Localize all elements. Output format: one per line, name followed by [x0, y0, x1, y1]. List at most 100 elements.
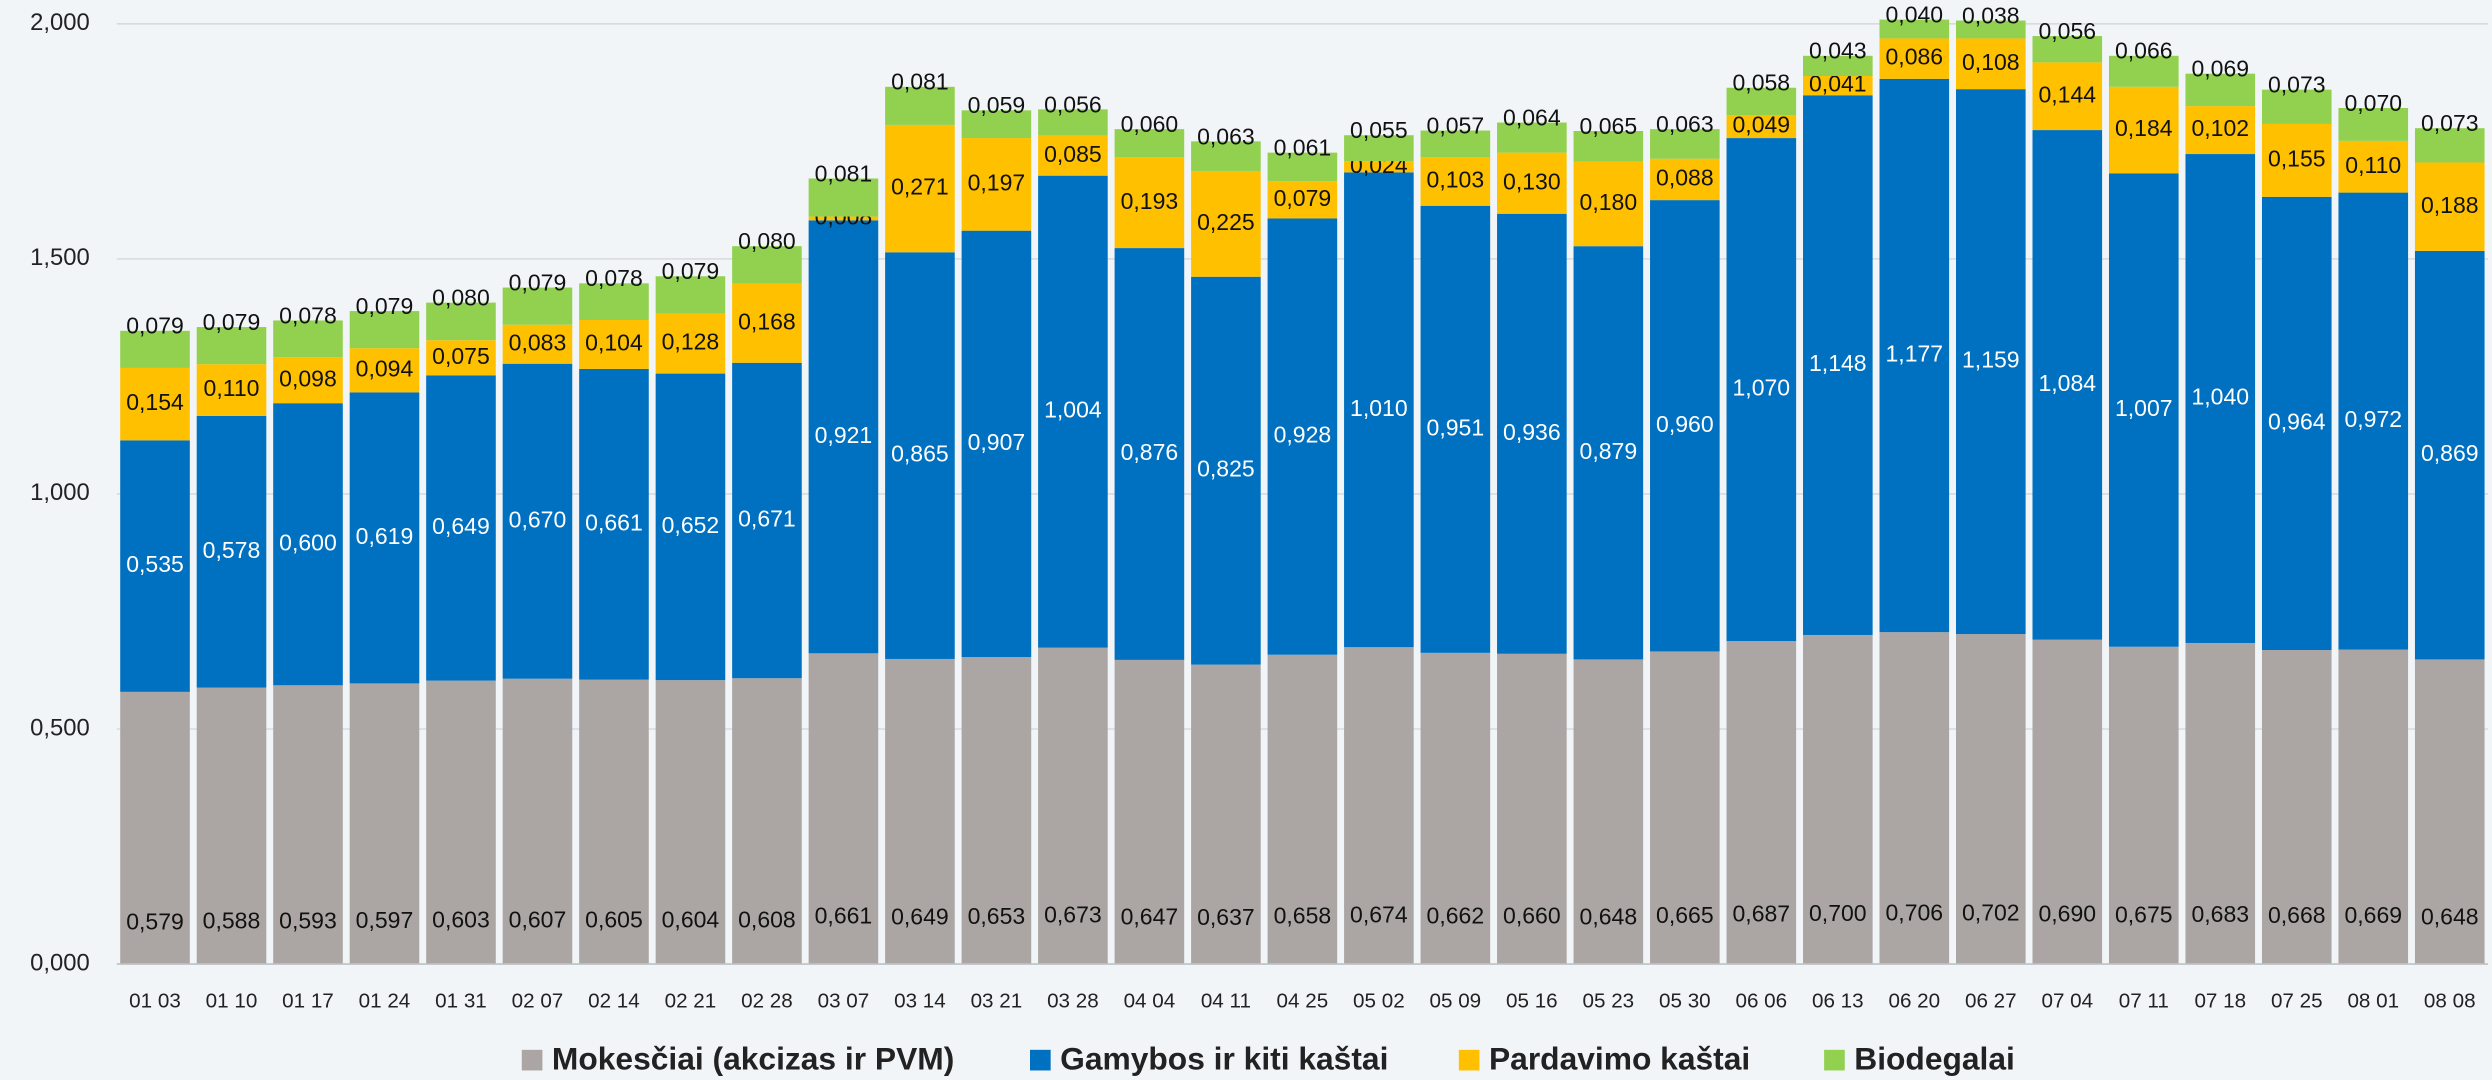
- value-label: 0,647: [1121, 904, 1179, 930]
- y-tick-label: 1,500: [30, 244, 90, 271]
- value-label: 0,605: [585, 906, 643, 932]
- bar-segment: [2338, 192, 2409, 650]
- value-label: 0,088: [1656, 165, 1714, 191]
- bar-segment: [808, 178, 879, 217]
- x-tick-label: 02 21: [665, 990, 717, 1013]
- bar-segment: [655, 313, 726, 374]
- value-label: 0,065: [1580, 113, 1638, 139]
- bar-segment: [196, 364, 267, 416]
- x-tick-label: 06 06: [1736, 990, 1788, 1013]
- value-label: 0,578: [203, 537, 261, 563]
- bar-segment: [1497, 152, 1567, 214]
- value-label: 1,159: [1962, 347, 2020, 373]
- bar-segment: [1956, 20, 2026, 39]
- bar-segment: [1344, 647, 1414, 965]
- bar-segment: [196, 327, 267, 365]
- value-label: 0,063: [1197, 123, 1255, 149]
- value-label: 0,936: [1503, 419, 1561, 445]
- value-label: 0,154: [126, 389, 184, 415]
- value-label: 0,098: [279, 365, 337, 391]
- bar-segment: [655, 680, 726, 965]
- value-label: 0,825: [1197, 456, 1255, 482]
- bar-segment: [1191, 141, 1261, 171]
- value-label: 0,661: [585, 509, 643, 535]
- value-label: 1,004: [1044, 397, 1102, 423]
- value-label: 0,271: [891, 174, 949, 200]
- x-tick-label: 05 02: [1353, 990, 1405, 1013]
- bar-segment: [1879, 19, 1950, 39]
- legend-label: Biodegalai: [1854, 1040, 2015, 1076]
- bar-segment: [2108, 646, 2179, 965]
- value-label: 0,070: [2344, 90, 2402, 116]
- legend-swatch: [1458, 1049, 1480, 1071]
- value-label: 0,535: [126, 551, 184, 577]
- bar-segment: [426, 302, 496, 341]
- bar-segment: [349, 348, 420, 393]
- bar-segment: [1650, 158, 1720, 201]
- legend-label: Mokesčiai (akcizas ir PVM): [552, 1040, 954, 1076]
- bar-segment: [1114, 129, 1185, 158]
- x-tick-label: 08 08: [2424, 990, 2476, 1013]
- bar-segment: [2338, 649, 2409, 965]
- bar-segment: [1803, 76, 1873, 96]
- bar-segment: [1497, 653, 1567, 965]
- value-label: 0,081: [891, 69, 949, 95]
- x-tick-label: 02 07: [512, 990, 564, 1013]
- bar-segment: [732, 246, 802, 284]
- bar-segment: [196, 415, 267, 688]
- value-label: 0,061: [1274, 135, 1332, 161]
- value-label: 0,081: [815, 160, 873, 186]
- value-label: 0,671: [738, 506, 796, 532]
- value-label: 0,702: [1962, 900, 2020, 926]
- value-label: 0,193: [1121, 188, 1179, 214]
- value-label: 0,600: [279, 529, 337, 555]
- value-label: 0,063: [1656, 111, 1714, 137]
- bar-segment: [808, 653, 879, 965]
- value-label: 0,110: [204, 375, 260, 401]
- bar-segment: [2261, 650, 2332, 965]
- bar-segment: [732, 283, 802, 363]
- bar-segment: [1344, 161, 1414, 173]
- value-label: 0,674: [1350, 902, 1408, 928]
- value-label: 0,155: [2268, 145, 2326, 171]
- value-label: 0,040: [1886, 1, 1944, 27]
- value-label: 0,049: [1733, 112, 1791, 138]
- value-label: 0,078: [585, 265, 643, 291]
- value-label: 0,972: [2344, 406, 2402, 432]
- value-label: 0,907: [968, 429, 1026, 455]
- bar-segment: [2338, 107, 2409, 141]
- value-label: 0,038: [1962, 2, 2020, 28]
- value-label: 0,669: [2344, 902, 2402, 928]
- bar-segment: [1726, 115, 1797, 139]
- bar-segment: [349, 311, 420, 349]
- value-label: 0,064: [1503, 104, 1561, 130]
- value-label: 0,921: [815, 422, 873, 448]
- value-label: 0,660: [1503, 903, 1561, 929]
- value-label: 0,144: [2038, 81, 2096, 107]
- bar-segment: [120, 367, 190, 441]
- bar-segment: [2185, 73, 2256, 107]
- value-label: 1,010: [1350, 395, 1408, 421]
- bar-segment: [1573, 246, 1644, 660]
- bar-segment: [349, 392, 420, 684]
- value-label: 0,653: [968, 903, 1026, 929]
- value-label: 0,085: [1044, 141, 1102, 167]
- value-label: 0,607: [509, 906, 567, 932]
- value-label: 0,056: [1044, 91, 1102, 117]
- value-label: 0,069: [2191, 56, 2249, 82]
- bar-segment: [1803, 55, 1873, 77]
- value-label: 0,108: [1962, 49, 2020, 75]
- bar-segment: [1956, 89, 2026, 635]
- bar-segment: [1879, 78, 1950, 633]
- bar-segment: [1267, 218, 1338, 655]
- bar-segment: [885, 124, 955, 253]
- bar-segment: [1497, 213, 1567, 654]
- bar-segment: [2185, 106, 2256, 155]
- value-label: 1,084: [2038, 370, 2096, 396]
- value-label: 0,662: [1427, 902, 1485, 928]
- y-tick-label: 1,000: [30, 479, 90, 506]
- bar-segment: [2338, 140, 2409, 193]
- value-label: 0,648: [1580, 903, 1638, 929]
- legend-swatch: [1824, 1049, 1845, 1071]
